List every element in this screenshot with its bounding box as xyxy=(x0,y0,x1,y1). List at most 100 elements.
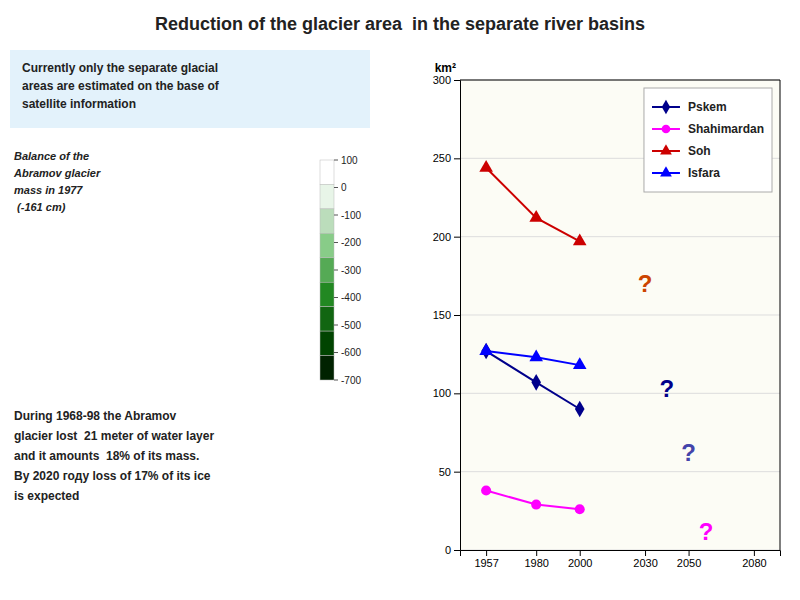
legend: Pskem Shahimardan Soh Isfara xyxy=(644,88,772,192)
note-line: satellite information xyxy=(22,97,136,111)
colorbar: 1000-100-200-300-400-500-600-700 xyxy=(320,155,361,386)
point xyxy=(531,374,541,391)
grid-line xyxy=(460,393,780,394)
grid-line xyxy=(460,236,780,237)
series xyxy=(481,485,585,514)
colorbar-tick xyxy=(334,325,338,326)
legend-item: Isfara xyxy=(652,166,720,180)
legend-item: Soh xyxy=(652,144,711,158)
point xyxy=(479,160,493,172)
colorbar-band xyxy=(320,307,334,331)
x-tick-label: 1980 xyxy=(524,557,548,569)
y-tick-mark xyxy=(454,237,460,238)
series-line xyxy=(486,490,580,509)
legend-label: Shahimardan xyxy=(688,122,764,136)
plot-frame xyxy=(460,80,780,81)
x-tick: 1980 xyxy=(524,550,548,569)
x-tick-mark xyxy=(580,550,581,556)
x-tick: 2050 xyxy=(677,550,701,569)
colorbar-tick xyxy=(334,160,338,161)
colorbar-tick xyxy=(334,270,338,271)
x-tick-mark xyxy=(536,550,537,556)
legend-marker xyxy=(660,166,672,176)
y-tick-mark xyxy=(454,472,460,473)
legend-box xyxy=(644,88,772,192)
note-line: Balance of the xyxy=(14,150,89,162)
x-tick: 1957 xyxy=(474,550,498,569)
colorbar-tick xyxy=(334,297,338,298)
y-axis: 050100150200250300 xyxy=(433,74,461,556)
y-tick-label: 300 xyxy=(433,74,451,86)
series xyxy=(479,160,586,245)
note-line: glacier lost 21 meter of water layer xyxy=(14,429,214,443)
y-tick-label: 150 xyxy=(433,309,451,321)
note-line: areas are estimated on the base of xyxy=(22,79,220,93)
y-tick-label: 200 xyxy=(433,231,451,243)
colorbar-tick xyxy=(334,215,338,216)
note-line: Abramov glacier xyxy=(13,167,101,179)
colorbar-tick xyxy=(334,352,338,353)
colorbar-tick xyxy=(334,187,338,188)
legend-label: Isfara xyxy=(688,166,720,180)
y-tick: 300 xyxy=(433,74,460,86)
marks xyxy=(479,160,586,514)
x-axis-line xyxy=(461,551,781,557)
colorbar-band xyxy=(320,184,334,208)
grid-line xyxy=(460,315,780,316)
y-tick-mark xyxy=(454,315,460,316)
y-tick-label: 50 xyxy=(439,466,451,478)
note-line: (-161 cm) xyxy=(14,201,66,213)
grid xyxy=(460,80,780,550)
x-tick-label: 2000 xyxy=(568,557,592,569)
legend-item: Pskem xyxy=(652,100,727,114)
colorbar-band xyxy=(320,331,334,355)
y-tick-mark xyxy=(454,80,460,81)
legend-item: Shahimardan xyxy=(652,122,764,136)
note: During 1968-98 the Abramovglacier lost 2… xyxy=(14,409,214,503)
annotation: ? xyxy=(681,439,696,466)
point xyxy=(575,504,585,514)
x-tick: 2000 xyxy=(568,550,592,569)
colorbar-tick-label: -200 xyxy=(341,237,361,248)
x-tick-label: 1957 xyxy=(474,557,498,569)
y-axis-line xyxy=(454,81,461,551)
legend-marker xyxy=(662,100,670,114)
y-tick: 50 xyxy=(439,466,460,478)
y-tick-label: 100 xyxy=(433,387,451,399)
x-tick-mark xyxy=(486,550,487,556)
x-tick-mark xyxy=(689,550,690,556)
y-tick: 150 xyxy=(433,309,460,321)
title: Reduction of the glacier area in the sep… xyxy=(155,14,645,34)
colorbar-tick-label: 100 xyxy=(341,155,358,166)
chart: Reduction of the glacier area in the sep… xyxy=(0,0,800,600)
legend-label: Soh xyxy=(688,144,711,158)
colorbar-tick-label: -700 xyxy=(341,375,361,386)
annotation: ? xyxy=(659,375,674,402)
plot-frame xyxy=(780,80,781,550)
y-tick-mark xyxy=(454,550,460,551)
y-axis-title: km² xyxy=(435,61,456,75)
point xyxy=(531,500,541,510)
plot-background xyxy=(460,80,780,550)
point xyxy=(529,349,543,361)
colorbar-band xyxy=(320,356,334,380)
annotations: ????Currently only the separate glaciala… xyxy=(10,50,713,545)
grid-line xyxy=(460,471,780,472)
colorbar-tick xyxy=(334,242,338,243)
x-tick-label: 2080 xyxy=(742,557,766,569)
point xyxy=(479,343,493,355)
series-line xyxy=(486,168,580,242)
series xyxy=(481,343,584,418)
colorbar-tick xyxy=(334,380,338,381)
note-line: is expected xyxy=(14,489,79,503)
colorbar-band xyxy=(320,209,334,233)
note: Balance of theAbramov glaciermass in 197… xyxy=(13,150,101,213)
note-box xyxy=(10,50,370,128)
note-line: Currently only the separate glacial xyxy=(22,61,218,75)
grid-line xyxy=(460,80,780,81)
point xyxy=(573,357,587,369)
x-tick-label: 2050 xyxy=(677,557,701,569)
legend-marker xyxy=(660,144,672,154)
y-tick: 100 xyxy=(433,387,460,399)
legend-marker xyxy=(662,125,671,134)
